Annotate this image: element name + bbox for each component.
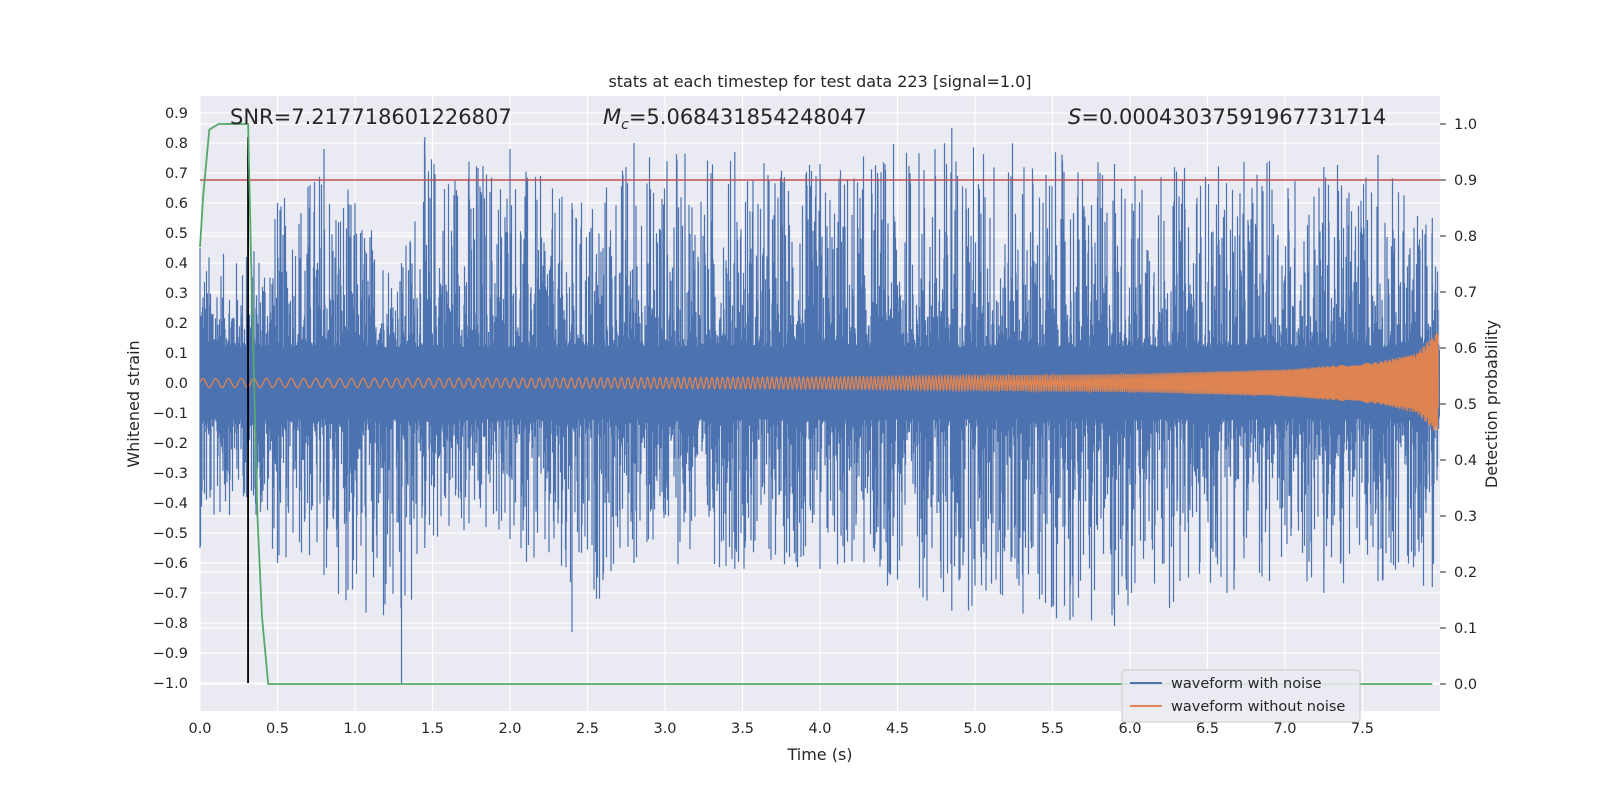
y2-tick-label: 0.6 [1454, 341, 1477, 357]
y2-tick-label: 0.1 [1454, 621, 1477, 637]
x-tick-label: 6.0 [1118, 721, 1141, 737]
y-tick-label: 0.4 [165, 256, 188, 272]
snr-annotation: SNR=7.217718601226807 [230, 105, 512, 129]
y-tick-label: −0.5 [153, 526, 188, 542]
y-axis-label: Whitened strain [124, 340, 143, 467]
x-tick-label: 3.0 [653, 721, 676, 737]
x-tick-label: 4.0 [808, 721, 831, 737]
x-tick-label: 5.0 [963, 721, 986, 737]
x-tick-label: 1.0 [343, 721, 366, 737]
y-tick-label: −0.3 [153, 466, 188, 482]
y-tick-label: 0.8 [165, 136, 188, 152]
y-tick-label: −0.9 [153, 646, 188, 662]
series-detection-probability [199, 123, 1440, 685]
y-tick-label: 0.2 [165, 316, 188, 332]
y-tick-label: 0.9 [165, 106, 188, 122]
x-tick-label: 0.5 [266, 721, 289, 737]
legend-label-noise: waveform with noise [1171, 676, 1322, 692]
waveform-without-noise-line [199, 332, 1439, 431]
y-tick-label: −1.0 [153, 676, 188, 692]
x-tick-label: 2.0 [498, 721, 521, 737]
y2-axis-ticks: 1.0 0.9 0.8 0.7 0.6 0.5 0.4 0.3 0.2 0.1 0.0 [1440, 117, 1477, 693]
y-tick-label: 0.5 [165, 226, 188, 242]
y2-tick-label: 1.0 [1454, 117, 1477, 133]
series-waveform-without-noise [199, 332, 1439, 431]
y2-tick-label: 0.9 [1454, 173, 1477, 189]
chirp-mass-annotation: Mc=5.068431854248047 [603, 105, 867, 133]
x-tick-label: 6.5 [1196, 721, 1219, 737]
y-tick-label: −0.1 [153, 406, 188, 422]
legend: waveform with noise waveform without noi… [1121, 669, 1361, 723]
y2-tick-label: 0.0 [1454, 677, 1477, 693]
x-tick-label: 2.5 [576, 721, 599, 737]
legend-label-clean: waveform without noise [1171, 699, 1345, 715]
y-tick-label: 0.0 [165, 376, 188, 392]
y-tick-label: −0.4 [153, 496, 188, 512]
y-tick-label: −0.2 [153, 436, 188, 452]
y-tick-label: −0.7 [153, 586, 188, 602]
y-tick-label: 0.1 [165, 346, 188, 362]
y2-tick-label: 0.7 [1454, 285, 1477, 301]
y2-axis-label: Detection probability [1482, 320, 1501, 488]
y2-tick-label: 0.3 [1454, 509, 1477, 525]
x-tick-label: 5.5 [1041, 721, 1064, 737]
chart-title: stats at each timestep for test data 223… [608, 72, 1031, 91]
x-tick-label: 7.0 [1273, 721, 1296, 737]
y2-tick-label: 0.2 [1454, 565, 1477, 581]
y-tick-label: −0.8 [153, 616, 188, 632]
y-tick-label: 0.3 [165, 286, 188, 302]
s-statistic-annotation: S=0.00043037591967731714 [1068, 105, 1386, 129]
x-tick-label: 1.5 [421, 721, 444, 737]
x-tick-label: 4.5 [886, 721, 909, 737]
y-tick-label: 0.6 [165, 196, 188, 212]
x-tick-label: 7.5 [1351, 721, 1374, 737]
y2-tick-label: 0.4 [1454, 453, 1477, 469]
y2-tick-label: 0.8 [1454, 229, 1477, 245]
legend-box [1121, 669, 1361, 723]
x-tick-label: 0.0 [188, 721, 211, 737]
detection-probability-line [199, 123, 1433, 685]
x-tick-label: 3.5 [731, 721, 754, 737]
y2-tick-label: 0.5 [1454, 397, 1477, 413]
y-tick-label: −0.6 [153, 556, 188, 572]
x-axis-ticks: 0.0 0.5 1.0 1.5 2.0 2.5 3.0 3.5 4.0 4.5 5.0 5.5 6.0 6… [188, 721, 1374, 737]
y-axis-ticks: 0.9 0.8 0.7 0.6 0.5 0.4 0.3 0.2 0.1 0.0 −0.1 −0.2 −0… [153, 106, 188, 692]
y-tick-label: 0.7 [165, 166, 188, 182]
x-axis-label: Time (s) [786, 745, 852, 764]
